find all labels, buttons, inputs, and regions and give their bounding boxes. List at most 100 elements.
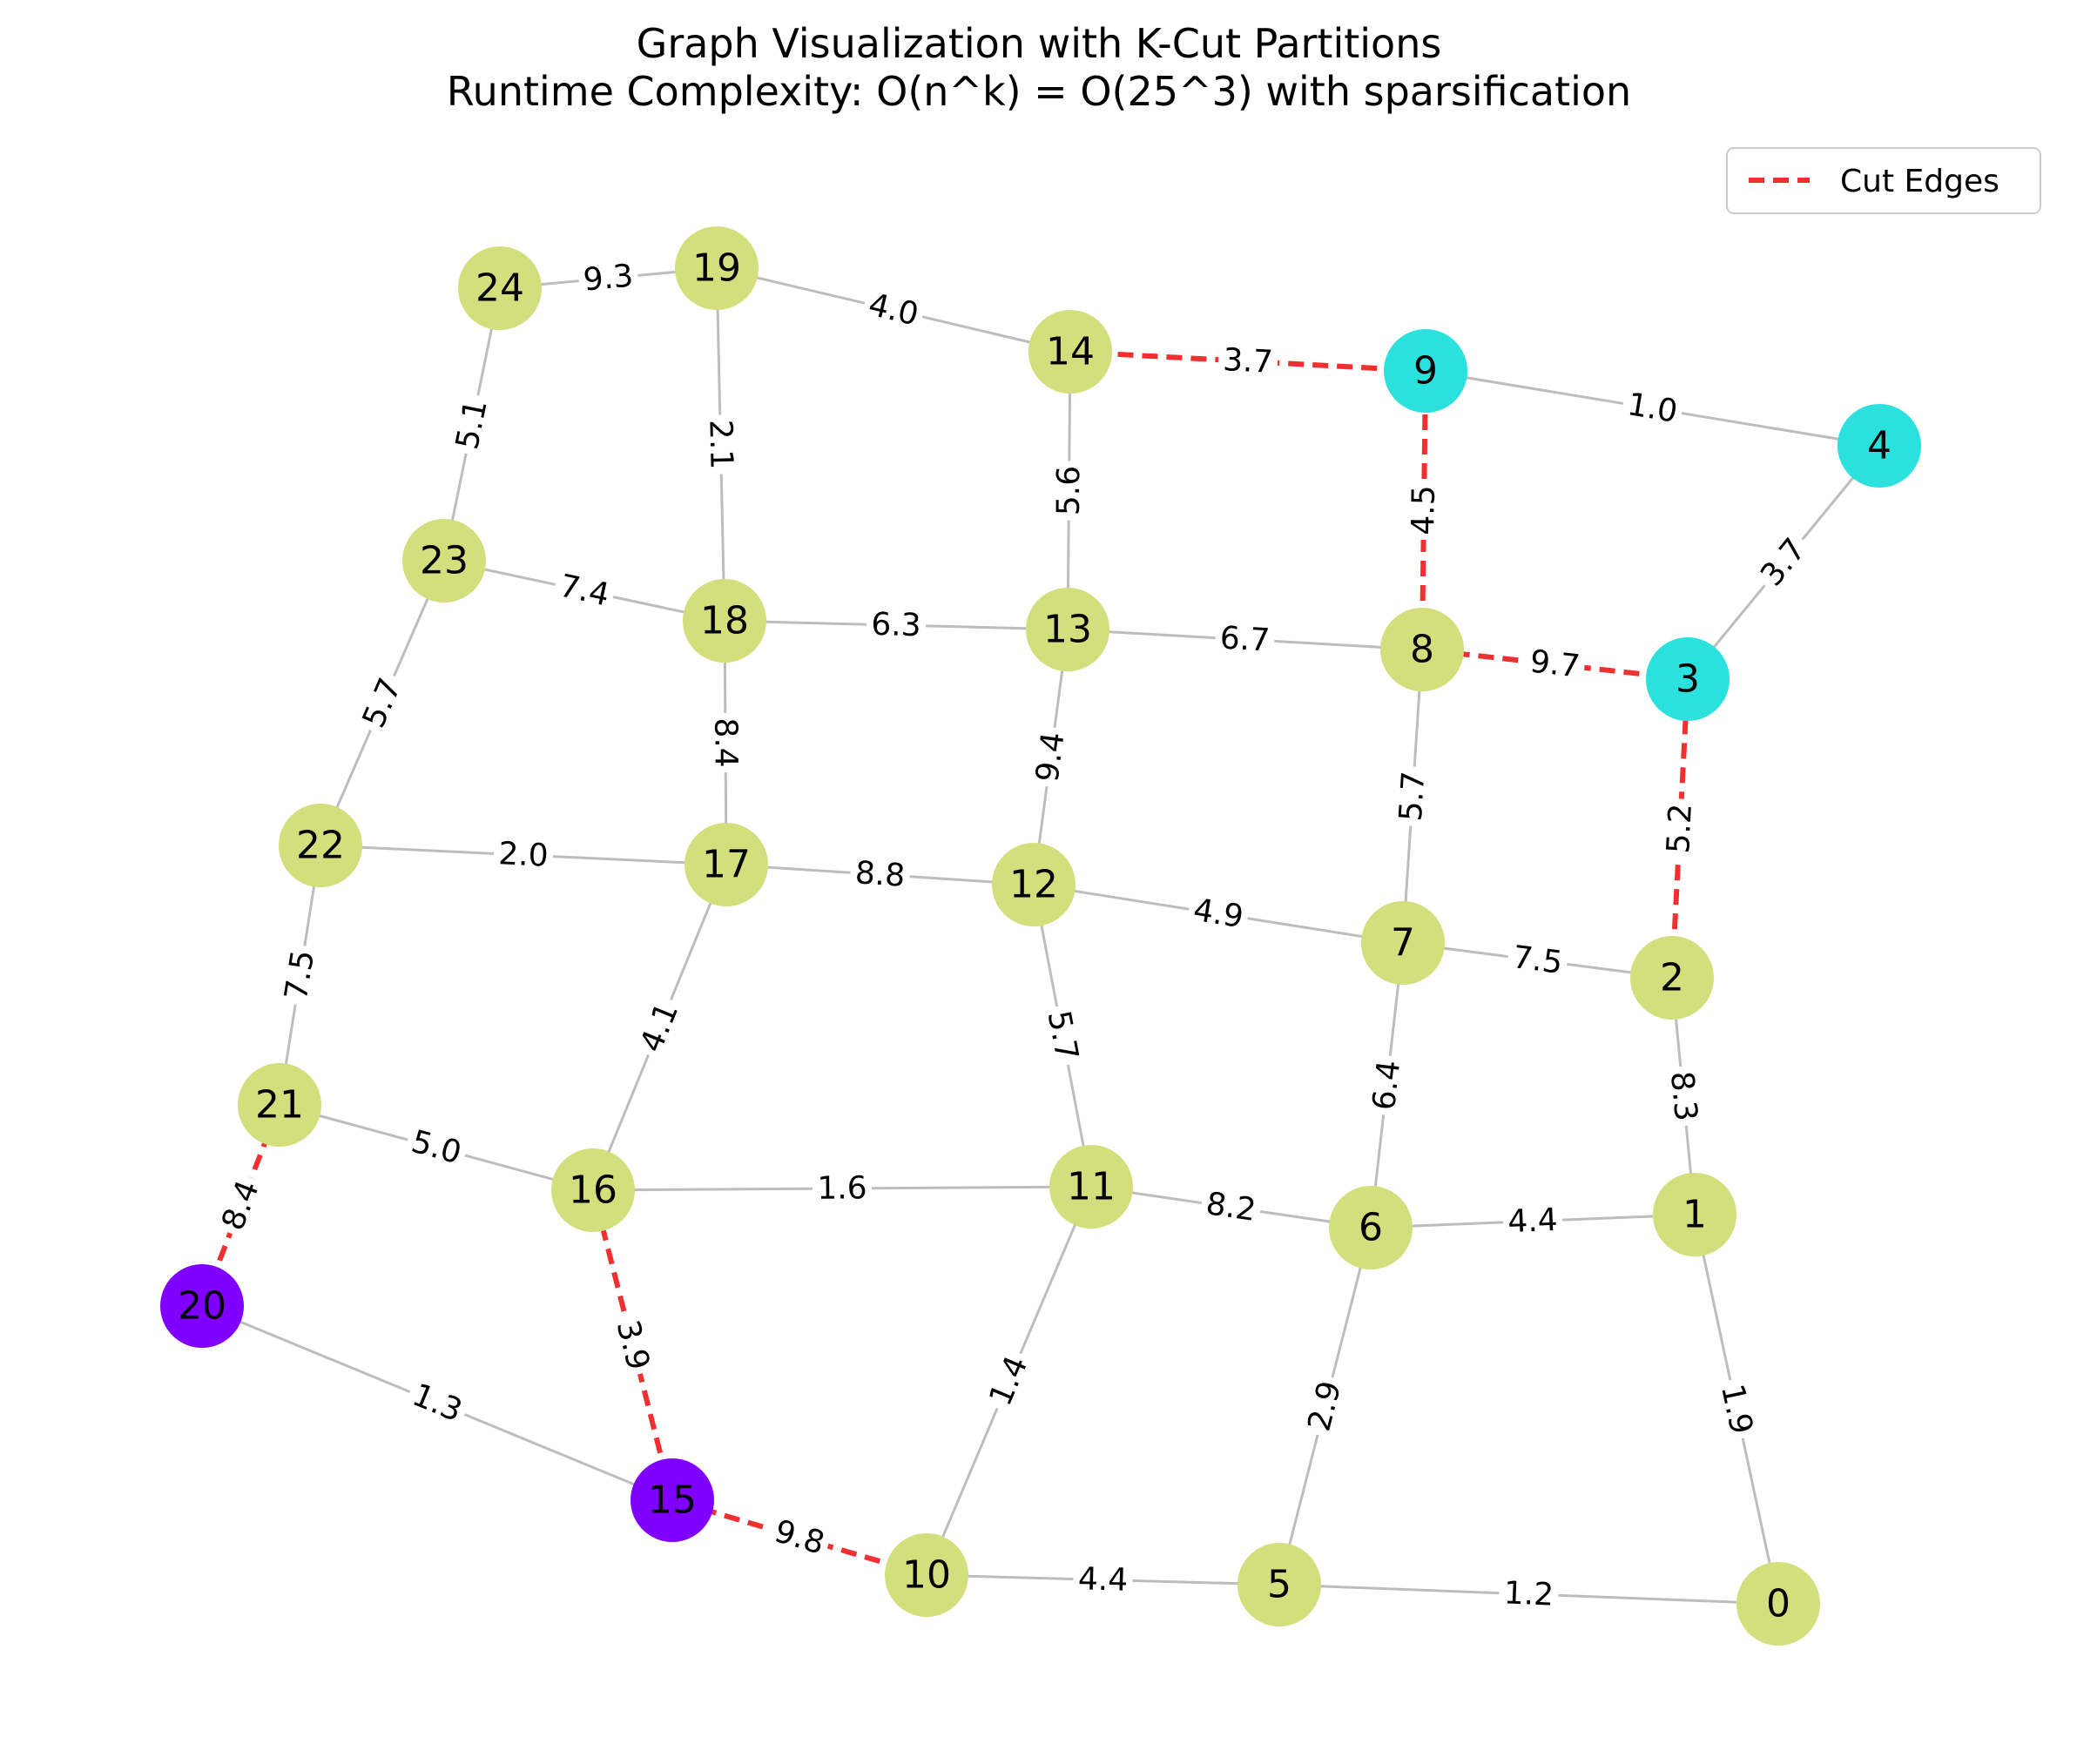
node-circle	[683, 579, 766, 663]
node-11: 11	[1049, 1145, 1133, 1229]
edge-weight-label-0-1: 1.9	[1711, 1376, 1762, 1443]
edge-weight-label-background	[849, 853, 911, 896]
node-label: 15	[648, 1478, 697, 1523]
node-circle	[160, 1264, 244, 1348]
node-circle	[631, 1458, 714, 1542]
node-label: 3	[1676, 657, 1700, 702]
node-21: 21	[238, 1063, 321, 1147]
node-circle	[279, 804, 362, 887]
edge-weight-text: 8.3	[1663, 1070, 1703, 1123]
edge-weight-label-13-14: 5.6	[1049, 461, 1089, 521]
edge-weight-label-2-3: 5.2	[1659, 798, 1701, 859]
edge-weight-text: 8.4	[707, 717, 743, 768]
edge-weight-label-7-12: 4.9	[1185, 890, 1251, 938]
node-12: 12	[992, 843, 1076, 926]
node-label: 18	[700, 599, 749, 643]
node-24: 24	[458, 246, 542, 330]
node-circle	[1384, 329, 1467, 413]
edge-weight-text: 7.5	[1510, 939, 1564, 981]
edge-weight-text: 6.3	[871, 607, 921, 643]
node-label: 5	[1267, 1563, 1291, 1607]
edge-weight-label-background	[1038, 1002, 1087, 1069]
edge-weight-label-4-9: 1.0	[1620, 384, 1685, 433]
edge-weight-label-background	[1198, 1183, 1264, 1231]
node-label: 11	[1067, 1165, 1116, 1209]
edge-weight-label-background	[1391, 765, 1434, 827]
edge-weight-label-18-23: 7.4	[551, 565, 617, 616]
node-circle	[885, 1533, 968, 1617]
edge-weight-text: 4.5	[1406, 485, 1442, 535]
title-line-2: Runtime Complexity: O(n^k) = O(25^3) wit…	[447, 68, 1631, 115]
edge-weight-label-13-18: 6.3	[866, 605, 927, 645]
edge-weight-label-21-22: 7.5	[276, 942, 324, 1008]
edge-weight-label-background	[1404, 480, 1444, 541]
edge-weight-label-11-12: 5.7	[1038, 1002, 1087, 1069]
edge-weight-label-background	[705, 712, 745, 773]
edge-weight-label-background	[1620, 384, 1685, 433]
edge-weight-label-20-21: 8.4	[212, 1170, 270, 1241]
node-1: 1	[1653, 1173, 1736, 1256]
edge-weight-label-background	[979, 1346, 1039, 1416]
edge-weight-label-background	[1523, 642, 1587, 687]
node-20: 20	[160, 1264, 244, 1348]
node-label: 22	[296, 824, 345, 868]
edge-weight-text: 9.4	[1029, 730, 1071, 784]
edge-weight-label-18-19: 2.1	[700, 414, 741, 475]
node-0: 0	[1736, 1562, 1820, 1646]
node-circle	[238, 1063, 321, 1147]
node-circle	[1646, 637, 1730, 721]
node-label: 23	[420, 539, 469, 583]
edge-weight-label-12-13: 9.4	[1028, 724, 1074, 790]
node-label: 2	[1660, 956, 1684, 1000]
node-16: 16	[551, 1148, 635, 1232]
edge-weight-label-background	[212, 1170, 270, 1241]
node-circle	[1028, 310, 1112, 394]
node-19: 19	[675, 226, 759, 310]
edge-weight-text: 1.0	[1625, 387, 1680, 430]
edge-weight-label-1-6: 4.4	[1502, 1201, 1563, 1242]
node-15: 15	[631, 1458, 714, 1542]
edge-weight-label-background	[577, 256, 640, 300]
edge-weight-label-8-13: 6.7	[1214, 618, 1276, 661]
edge-weight-text: 8.2	[1204, 1186, 1258, 1229]
node-5: 5	[1237, 1543, 1321, 1626]
node-circle	[1329, 1186, 1413, 1269]
edge-weight-label-19-24: 9.3	[577, 256, 640, 300]
node-circle	[402, 519, 486, 603]
chart-title: Graph Visualization with K-Cut Partition…	[447, 20, 1631, 115]
edge-weight-label-background	[402, 1374, 472, 1432]
legend-frame	[1726, 147, 2041, 214]
node-22: 22	[279, 804, 362, 887]
node-18: 18	[683, 579, 766, 663]
edge-weight-label-background	[1505, 937, 1570, 984]
edge-weight-label-background	[1049, 461, 1089, 521]
edge-weight-label-background	[700, 414, 741, 475]
edge-weight-label-background	[631, 993, 689, 1062]
node-circle	[675, 226, 759, 310]
node-label: 1	[1683, 1193, 1707, 1237]
node-label: 13	[1043, 608, 1092, 652]
edge-labels-layer: 1.91.28.34.45.27.53.79.71.02.94.46.48.25…	[212, 256, 1817, 1615]
edge-weight-text: 8.8	[854, 855, 907, 894]
edge-weight-label-background	[276, 942, 324, 1008]
node-circle	[1630, 936, 1714, 1020]
node-circle	[551, 1148, 635, 1232]
edge-weight-text: 5.6	[1051, 466, 1088, 516]
node-circle	[1049, 1145, 1133, 1229]
node-label: 24	[475, 266, 524, 311]
node-label: 10	[902, 1553, 951, 1598]
node-circle	[992, 843, 1076, 926]
legend-cut-label: Cut Edges	[1840, 164, 1999, 199]
edge-weight-label-7-8: 5.7	[1391, 765, 1434, 827]
edge-weight-label-6-11: 8.2	[1198, 1183, 1264, 1231]
edge-weight-label-background	[1711, 1376, 1762, 1443]
edge-weight-text: 1.6	[817, 1170, 867, 1206]
edge-weight-label-background	[1214, 618, 1276, 661]
edge-weight-label-background	[606, 1311, 659, 1379]
edge-weight-text: 2.0	[497, 836, 549, 874]
edge-weight-text: 1.2	[1503, 1575, 1554, 1613]
node-4: 4	[1838, 404, 1921, 488]
node-circle	[1838, 404, 1921, 488]
